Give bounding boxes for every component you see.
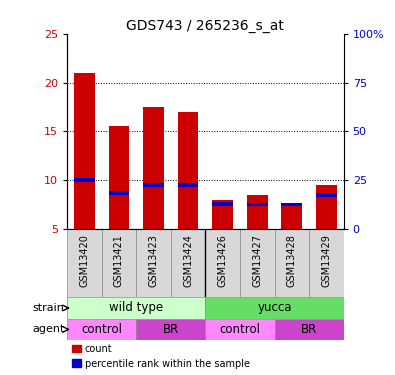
Bar (178, 112, 199, 229)
Text: GSM13428: GSM13428 (287, 234, 297, 287)
Bar (275, 229, 309, 297)
Text: control: control (81, 323, 122, 336)
Text: wild type: wild type (109, 302, 164, 315)
Bar (275, 319, 344, 340)
Bar (143, 107, 164, 229)
Bar (109, 191, 130, 195)
Text: yucca: yucca (257, 302, 292, 315)
Bar (213, 200, 233, 229)
Bar (309, 229, 344, 297)
Bar (247, 202, 268, 207)
Bar (143, 183, 164, 187)
Text: GSM13427: GSM13427 (252, 234, 262, 287)
Bar (213, 202, 233, 206)
Bar (109, 126, 130, 229)
Text: BR: BR (163, 323, 179, 336)
Text: strain: strain (32, 303, 64, 313)
Bar (136, 319, 205, 340)
Bar (240, 229, 275, 297)
Bar (205, 297, 344, 319)
Text: GSM13423: GSM13423 (149, 234, 158, 287)
Bar (247, 195, 268, 229)
Bar (281, 202, 302, 207)
Bar (102, 229, 136, 297)
Bar (74, 73, 95, 229)
Text: GSM13429: GSM13429 (322, 234, 331, 287)
Text: GSM13421: GSM13421 (114, 234, 124, 287)
Bar (74, 178, 95, 182)
Text: agent: agent (32, 324, 64, 334)
Text: GSM13420: GSM13420 (79, 234, 89, 287)
Text: GSM13424: GSM13424 (183, 234, 193, 287)
Text: control: control (220, 323, 260, 336)
Bar (67, 229, 102, 297)
Text: GSM13426: GSM13426 (218, 234, 228, 287)
Bar (171, 229, 205, 297)
Bar (67, 297, 205, 319)
Text: BR: BR (301, 323, 317, 336)
Bar (316, 185, 337, 229)
Title: GDS743 / 265236_s_at: GDS743 / 265236_s_at (126, 19, 284, 33)
Legend: count, percentile rank within the sample: count, percentile rank within the sample (72, 344, 250, 369)
Bar (205, 319, 275, 340)
Bar (281, 204, 302, 229)
Bar (136, 229, 171, 297)
Bar (205, 229, 240, 297)
Bar (316, 193, 337, 197)
Bar (67, 319, 136, 340)
Bar (178, 183, 199, 187)
